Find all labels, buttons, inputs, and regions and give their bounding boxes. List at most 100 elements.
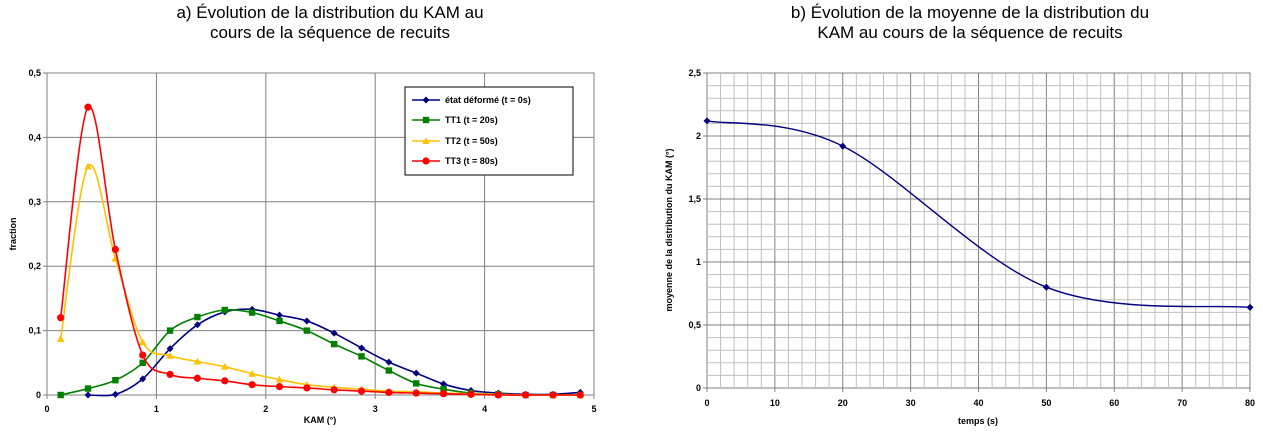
data-point [385, 388, 393, 397]
chart-a-ytick-label: 0,5 [28, 68, 41, 78]
data-point [303, 327, 311, 334]
chart-b-series [703, 117, 1254, 311]
data-point [193, 374, 202, 382]
data-point [303, 384, 311, 392]
data-point [248, 381, 256, 389]
chart-b-xtick-label: 10 [770, 398, 780, 408]
data-point [276, 317, 283, 325]
data-point [576, 391, 584, 399]
data-point [330, 386, 338, 394]
data-point [412, 369, 420, 377]
data-point [221, 377, 229, 385]
data-point [358, 353, 365, 360]
chart-a-legend: état déformé (t = 0s) TT1 (t = 20s) TT2 … [404, 86, 574, 176]
data-point [166, 370, 174, 378]
chart-a-title-line-1: a) Évolution de la distribution du KAM a… [176, 3, 484, 22]
chart-b-ytick-label: 2,5 [688, 68, 701, 78]
data-point [166, 327, 174, 334]
data-point [549, 391, 557, 399]
data-point [84, 103, 92, 111]
data-point [275, 311, 283, 319]
chart-a-ytick-label: 0,2 [28, 261, 41, 271]
chart-a-xtick-label: 5 [591, 404, 596, 414]
data-point [111, 245, 119, 254]
chart-b-xtick-label: 0 [704, 398, 709, 408]
chart-a-xtick-label: 1 [154, 404, 159, 414]
chart-b-ytick-label: 1 [696, 257, 701, 267]
data-point [248, 309, 256, 316]
chart-a-title: a) Évolution de la distribution du KAM a… [60, 3, 600, 43]
data-point [357, 387, 366, 395]
data-point [522, 391, 530, 399]
chart-a-grid [47, 73, 594, 395]
legend-label-tt1: TT1 (t = 20s) [445, 115, 498, 125]
data-point [839, 142, 847, 150]
chart-b-xtick-label: 20 [838, 398, 848, 408]
data-point [56, 335, 65, 342]
data-point [166, 351, 174, 359]
data-point [138, 338, 147, 346]
data-point [703, 117, 711, 125]
chart-b-xtick-label: 50 [1041, 398, 1051, 408]
legend-label-deforme: état déformé (t = 0s) [445, 95, 531, 105]
data-point [57, 314, 65, 322]
chart-b-title-line-2: KAM au cours de la séquence de recuits [817, 23, 1123, 42]
chart-b-xtick-label: 60 [1109, 398, 1119, 408]
data-point [330, 329, 338, 337]
chart-b-title: b) Évolution de la moyenne de la distrib… [680, 3, 1260, 43]
chart-b-ytick-label: 0,5 [688, 320, 701, 330]
data-point [139, 375, 147, 383]
data-point [193, 357, 202, 365]
chart-b-ytick-label: 1,5 [688, 194, 701, 204]
data-point [440, 380, 448, 388]
data-point [1246, 303, 1254, 311]
chart-b-ticks: 0 10 20 30 40 50 60 70 80 0 0,5 1 1,5 2 2,5 [688, 68, 1255, 408]
series-line-tt3 [59, 105, 581, 396]
series-line-mean-kam [706, 120, 1251, 309]
data-point [275, 383, 284, 391]
legend-label-tt3: TT3 (t = 80s) [445, 156, 498, 166]
data-point [221, 306, 228, 314]
data-point [440, 386, 447, 393]
data-point [112, 376, 119, 384]
data-point [139, 359, 146, 366]
data-point [412, 389, 420, 397]
chart-a-ytick-label: 0 [36, 390, 41, 400]
chart-a-ytick-label: 0,4 [28, 132, 41, 142]
data-point [166, 345, 174, 353]
chart-a-series [56, 103, 585, 399]
data-point [84, 385, 92, 392]
data-point [194, 313, 201, 321]
chart-a-ytick-label: 0,1 [28, 326, 41, 336]
data-point [220, 362, 229, 370]
data-point [57, 391, 64, 399]
data-point [84, 391, 92, 399]
chart-b-xtick-label: 30 [906, 398, 916, 408]
series-mean-kam [703, 117, 1254, 311]
chart-b-ylabel: moyenne de la distribution du KAM (°) [664, 148, 674, 311]
data-point [111, 390, 119, 398]
legend-marker-tt2 [422, 137, 430, 144]
chart-b-xtick-label: 70 [1177, 398, 1187, 408]
data-point [139, 351, 147, 359]
chart-a-xlabel: KAM (°) [304, 415, 337, 425]
chart-b-grid [707, 73, 1250, 388]
chart-b-xlabel: temps (s) [958, 416, 998, 426]
data-point [303, 317, 311, 325]
data-point [330, 340, 338, 348]
data-point [275, 375, 284, 383]
chart-a-xtick-label: 4 [482, 404, 487, 414]
chart-a-xtick-label: 0 [44, 404, 49, 414]
chart-b-ytick-label: 0 [696, 383, 701, 393]
legend-marker-tt1 [422, 116, 430, 124]
series-tt3 [57, 103, 584, 399]
data-point [248, 369, 256, 377]
legend-label-tt2: TT2 (t = 50s) [445, 136, 498, 146]
data-point [413, 380, 420, 387]
data-point [467, 390, 475, 398]
data-point [84, 162, 92, 170]
chart-a-ylabel: fraction [8, 217, 18, 250]
chart-a-xtick-label: 2 [263, 404, 268, 414]
chart-b-title-line-1: b) Évolution de la moyenne de la distrib… [790, 3, 1150, 22]
